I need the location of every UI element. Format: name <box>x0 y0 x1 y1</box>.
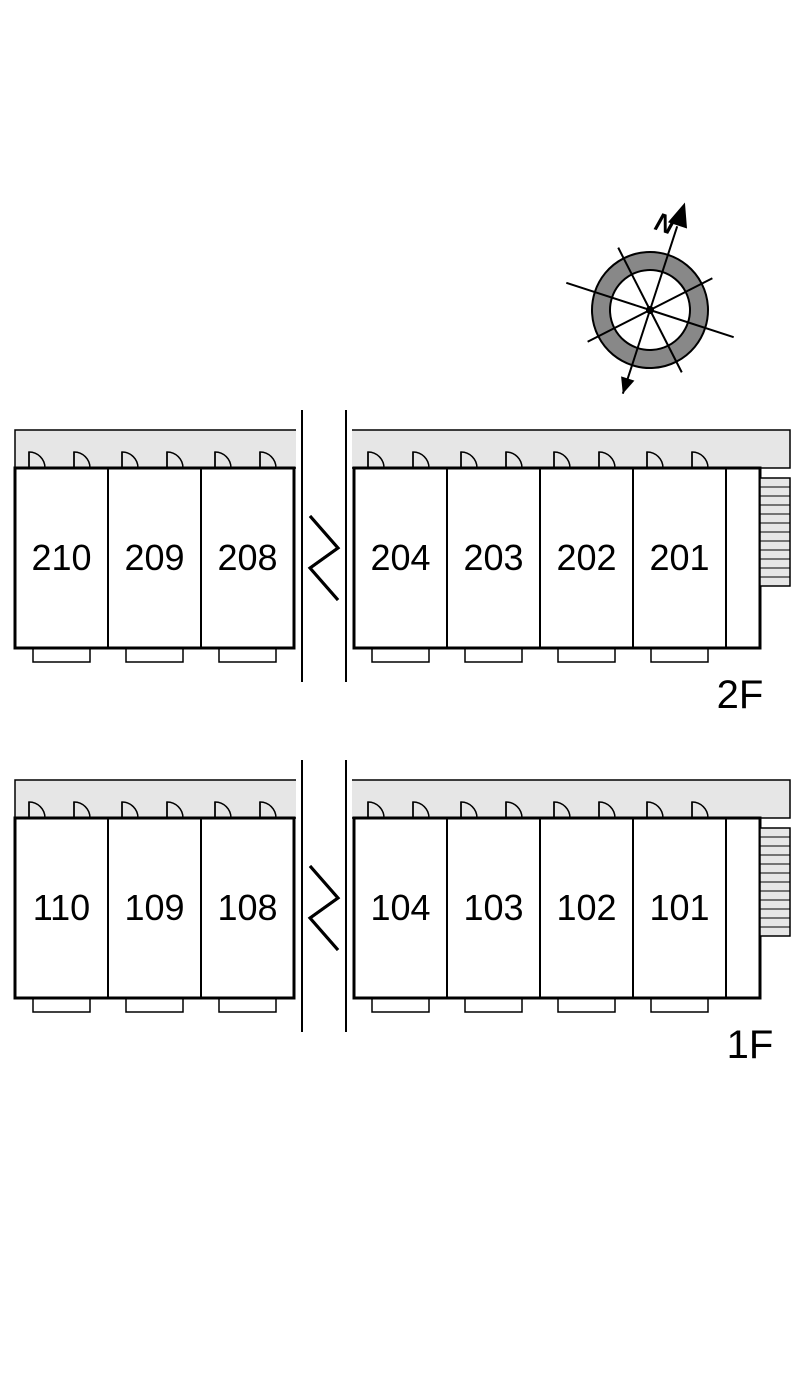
floor-label: 2F <box>717 673 764 717</box>
corridor <box>15 430 790 468</box>
room-label-103: 103 <box>463 887 523 928</box>
room-label-203: 203 <box>463 537 523 578</box>
room-label-202: 202 <box>556 537 616 578</box>
room-label-204: 204 <box>370 537 430 578</box>
floor-label: 1F <box>727 1023 774 1067</box>
room-label-108: 108 <box>217 887 277 928</box>
room-label-208: 208 <box>217 537 277 578</box>
room-label-109: 109 <box>124 887 184 928</box>
corridor <box>15 780 790 818</box>
room-label-101: 101 <box>649 887 709 928</box>
room-label-104: 104 <box>370 887 430 928</box>
room-label-201: 201 <box>649 537 709 578</box>
room-label-102: 102 <box>556 887 616 928</box>
room-label-110: 110 <box>33 887 90 928</box>
room-label-209: 209 <box>124 537 184 578</box>
room-label-210: 210 <box>31 537 91 578</box>
